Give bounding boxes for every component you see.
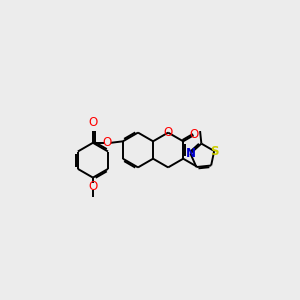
Text: S: S: [210, 145, 218, 158]
Text: O: O: [189, 128, 198, 141]
Text: O: O: [103, 136, 112, 149]
Text: O: O: [88, 116, 98, 129]
Text: O: O: [88, 180, 98, 193]
Text: N: N: [185, 147, 195, 160]
Text: O: O: [164, 126, 173, 139]
